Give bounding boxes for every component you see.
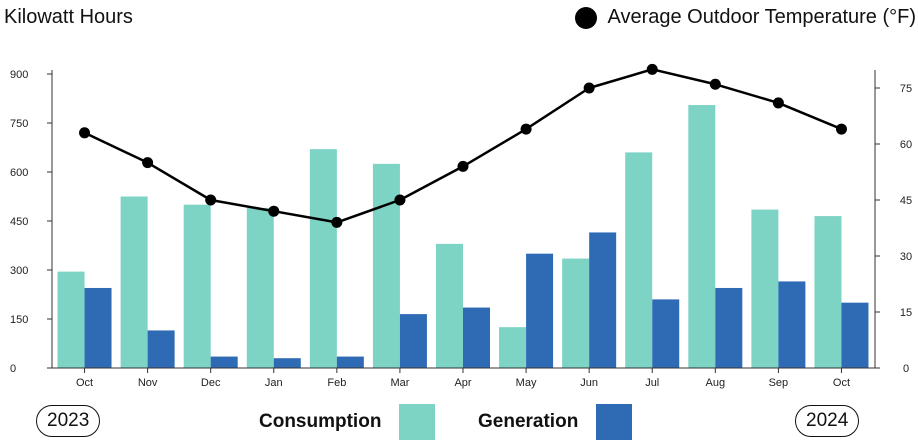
temperature-point-feb-4 [331,216,343,228]
bar-consumption-aug-10 [688,105,716,369]
bar-generation-apr-6 [463,307,490,368]
bar-generation-mar-5 [399,314,427,368]
x-tick-label-jul: Jul [645,377,659,389]
temperature-point-dec-2 [205,194,217,206]
legend-consumption-swatch [399,404,436,440]
bar-generation-jun-8 [589,232,617,368]
y-right-tick-label: 0 [903,363,909,375]
y-right-tick-label: 75 [900,83,912,95]
bar-consumption-sep-11 [751,209,779,368]
legend-generation-swatch [596,404,633,440]
temperature-point-sep-11 [772,97,784,109]
x-tick-label-feb: Feb [327,377,346,389]
y-right-tick-label: 45 [900,195,912,207]
y-left-tick-label: 900 [10,69,28,81]
temperature-point-may-7 [520,123,532,135]
y-axis-left: 0 150 300 450 600 750 900 [10,69,53,375]
x-tick-label-jun: Jun [580,377,598,389]
y-right-tick-label: 60 [900,139,912,151]
bar-consumption-may-7 [499,327,527,368]
temperature-line-group [79,63,847,228]
y-axis-right: 0 15 30 45 60 75 [874,70,912,375]
bar-consumption-feb-4 [309,149,337,368]
bar-consumption-dec-2 [183,204,211,368]
bar-consumption-jan-3 [246,207,274,368]
bar-generation-aug-10 [715,287,743,368]
x-tick-label-oct: Oct [76,377,93,389]
x-tick-label-apr: Apr [454,377,471,389]
x-tick-label-sep: Sep [769,377,789,389]
x-tick-label-aug: Aug [706,377,726,389]
y-left-tick-label: 300 [10,265,28,277]
bar-generation-oct-0 [84,287,112,368]
y-right-tick-label: 15 [900,307,912,319]
x-tick-label-mar: Mar [390,377,409,389]
bar-consumption-oct-12 [814,216,842,368]
x-tick-label-nov: Nov [138,377,158,389]
temperature-point-jun-8 [583,82,595,94]
bar-group [57,105,869,369]
temperature-legend-label: Average Outdoor Temperature (°F) [607,6,916,28]
bar-generation-dec-2 [210,356,238,368]
bar-consumption-jun-8 [562,258,590,368]
temperature-point-nov-1 [142,157,154,169]
legend-generation-label: Generation [478,411,579,432]
y-left-tick-label: 0 [10,363,16,375]
bar-generation-nov-1 [147,330,175,368]
x-axis: Oct Nov Dec Jan Feb Mar Apr May Jun Jul Aug Sep Oct [52,367,875,389]
temperature-point-jan-3 [268,205,280,217]
bar-generation-may-7 [526,253,554,368]
bar-generation-jul-9 [652,299,680,368]
temperature-point-oct-12 [835,123,847,135]
temperature-point-apr-6 [457,160,469,172]
y-left-tick-label: 600 [10,167,28,179]
x-tick-label-jan: Jan [265,377,283,389]
temperature-point-aug-10 [709,78,721,90]
bar-generation-feb-4 [336,356,364,368]
bar-consumption-jul-9 [625,152,653,368]
y-left-tick-label: 750 [10,118,28,130]
bar-consumption-mar-5 [372,163,400,368]
bar-generation-jan-3 [273,358,301,368]
legend-consumption: Consumption [259,404,436,440]
temperature-legend: Average Outdoor Temperature (°F) [575,6,916,29]
legend-generation: Generation [478,404,633,440]
year-end-badge: 2024 [795,405,860,437]
x-tick-label-oct: Oct [833,377,850,389]
bar-consumption-oct-0 [57,271,85,368]
left-axis-title: Kilowatt Hours [4,6,133,28]
y-right-tick-label: 30 [900,251,912,263]
temperature-point-oct-0 [79,127,91,139]
temperature-point-jul-9 [646,63,658,75]
y-left-tick-label: 450 [10,216,28,228]
bar-consumption-apr-6 [436,243,463,368]
y-left-tick-label: 150 [10,314,28,326]
x-tick-label-may: May [516,377,537,389]
temperature-point-mar-5 [394,194,406,206]
legend-consumption-label: Consumption [259,411,382,432]
bar-generation-sep-11 [778,281,806,368]
temperature-line [84,68,842,224]
x-tick-label-dec: Dec [201,377,221,389]
bar-consumption-nov-1 [120,196,148,368]
bar-generation-oct-12 [841,302,869,368]
year-start-badge: 2023 [36,405,101,437]
temperature-marker-icon [575,6,598,29]
